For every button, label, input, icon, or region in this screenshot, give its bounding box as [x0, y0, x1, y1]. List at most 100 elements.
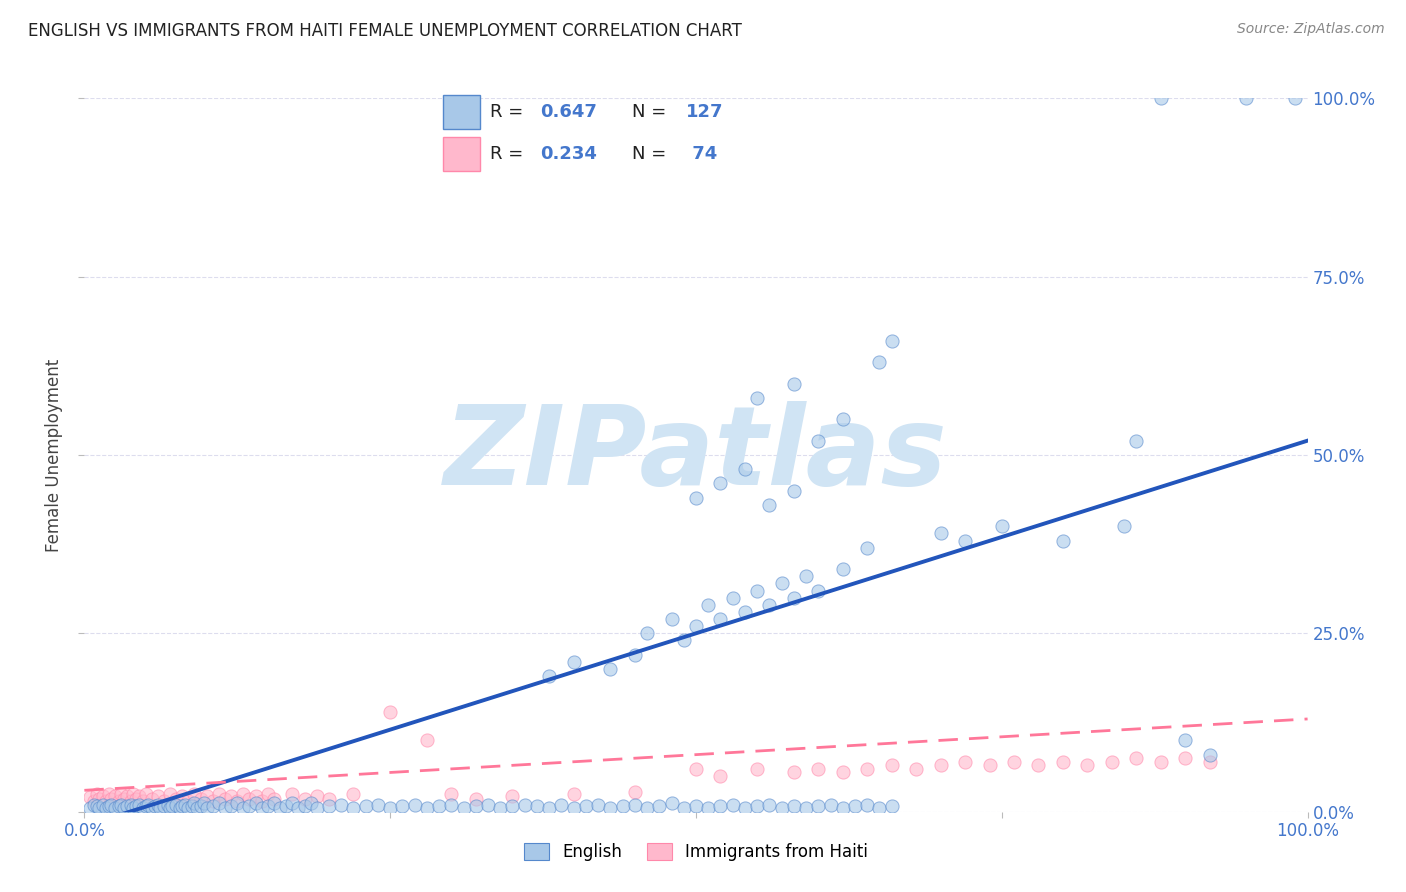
Point: [195, 801, 218, 815]
Point: [526, 799, 548, 814]
Point: [1174, 733, 1197, 747]
Point: [880, 758, 903, 772]
Point: [208, 796, 231, 810]
Legend: English, Immigrants from Haiti: English, Immigrants from Haiti: [517, 836, 875, 868]
Point: [991, 519, 1014, 533]
Point: [648, 799, 671, 814]
Point: [550, 797, 572, 812]
Point: [685, 799, 707, 814]
Point: [281, 796, 304, 810]
Point: [1150, 755, 1173, 769]
Point: [146, 789, 169, 803]
Point: [132, 801, 155, 815]
Point: [91, 797, 114, 812]
Point: [538, 801, 561, 815]
Point: [953, 755, 976, 769]
Point: [513, 797, 536, 812]
Point: [831, 801, 853, 815]
Point: [1198, 755, 1220, 769]
Point: [747, 762, 769, 776]
Point: [83, 797, 105, 812]
Point: [734, 801, 756, 815]
Point: [953, 533, 976, 548]
Point: [97, 787, 120, 801]
Point: [169, 801, 191, 815]
Point: [856, 541, 879, 555]
Point: [599, 662, 621, 676]
Point: [747, 799, 769, 814]
Point: [141, 792, 163, 806]
Point: [330, 797, 353, 812]
Point: [794, 801, 817, 815]
Point: [226, 794, 249, 808]
Point: [250, 801, 273, 815]
Point: [110, 797, 132, 812]
Point: [599, 801, 621, 815]
Point: [562, 655, 585, 669]
Point: [107, 799, 129, 814]
Point: [709, 799, 731, 814]
Point: [391, 799, 413, 814]
Point: [172, 799, 194, 814]
Point: [342, 801, 364, 815]
Point: [299, 796, 322, 810]
Point: [856, 797, 879, 812]
Text: 0.234: 0.234: [540, 145, 598, 163]
Point: [856, 762, 879, 776]
Point: [128, 797, 150, 812]
Point: [257, 799, 280, 814]
Point: [807, 762, 830, 776]
Point: [250, 794, 273, 808]
Point: [636, 801, 658, 815]
Point: [120, 797, 142, 812]
Point: [91, 789, 114, 803]
Point: [87, 792, 110, 806]
Point: [156, 797, 179, 812]
Text: N =: N =: [631, 103, 666, 121]
Y-axis label: Female Unemployment: Female Unemployment: [45, 359, 63, 551]
Point: [257, 787, 280, 801]
Point: [880, 799, 903, 814]
Point: [318, 792, 340, 806]
Point: [193, 796, 215, 810]
Point: [201, 799, 224, 814]
Point: [86, 787, 108, 801]
Point: [125, 792, 148, 806]
Point: [979, 758, 1001, 772]
Point: [100, 797, 122, 812]
Point: [624, 785, 647, 799]
Point: [112, 801, 135, 815]
Point: [464, 792, 486, 806]
Point: [1002, 755, 1025, 769]
Point: [146, 797, 169, 812]
Point: [783, 483, 806, 498]
Point: [427, 799, 450, 814]
Point: [115, 789, 138, 803]
Point: [135, 787, 157, 801]
Point: [747, 583, 769, 598]
Point: [79, 801, 101, 815]
Point: [783, 765, 806, 780]
Point: [86, 799, 108, 814]
Point: [83, 794, 105, 808]
Point: [219, 789, 242, 803]
Point: [165, 797, 187, 812]
Point: [1174, 751, 1197, 765]
Point: [183, 787, 205, 801]
Point: [416, 733, 439, 747]
Point: [758, 598, 780, 612]
Point: [232, 801, 254, 815]
Point: [831, 765, 853, 780]
Point: [929, 526, 952, 541]
Point: [721, 797, 744, 812]
Point: [807, 583, 830, 598]
Point: [1150, 91, 1173, 105]
Point: [685, 762, 707, 776]
Point: [112, 792, 135, 806]
Point: [100, 792, 122, 806]
Point: [1101, 755, 1123, 769]
Point: [929, 758, 952, 772]
Point: [783, 376, 806, 391]
Point: [96, 801, 118, 815]
Point: [905, 762, 928, 776]
